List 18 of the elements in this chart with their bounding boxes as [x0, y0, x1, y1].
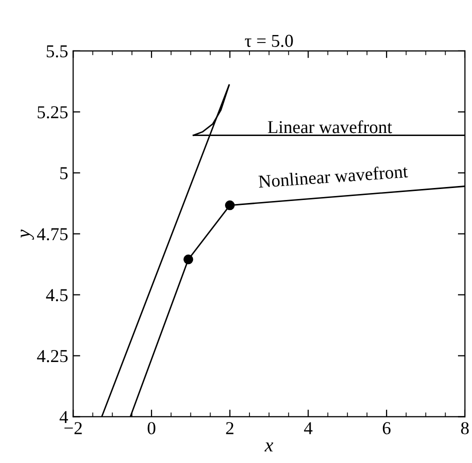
y-tick-label: 5 — [60, 167, 68, 180]
x-tick-label: 8 — [461, 422, 469, 434]
chart-title: τ = 5.0 — [244, 34, 293, 48]
y-tick-label: 5.25 — [38, 106, 68, 118]
annotation: Linear wavefront — [268, 120, 392, 134]
x-tick-label: 6 — [382, 422, 391, 434]
y-tick-label: 4 — [60, 411, 68, 423]
x-axis-title: x — [264, 442, 274, 452]
y-tick-label: 4.25 — [37, 350, 68, 362]
x-tick-label: 0 — [148, 422, 156, 434]
y-tick-label: 4.75 — [37, 228, 68, 240]
x-tick-label: 2 — [226, 422, 234, 434]
y-tick-label: 5.5 — [46, 45, 68, 58]
x-tick-label: 4 — [304, 422, 312, 434]
y-axis-title: y — [20, 229, 34, 240]
x-tick-label: −2 — [64, 422, 82, 434]
annotation: Nonlinear wavefront — [258, 164, 408, 188]
y-tick-label: 4.5 — [46, 289, 68, 302]
